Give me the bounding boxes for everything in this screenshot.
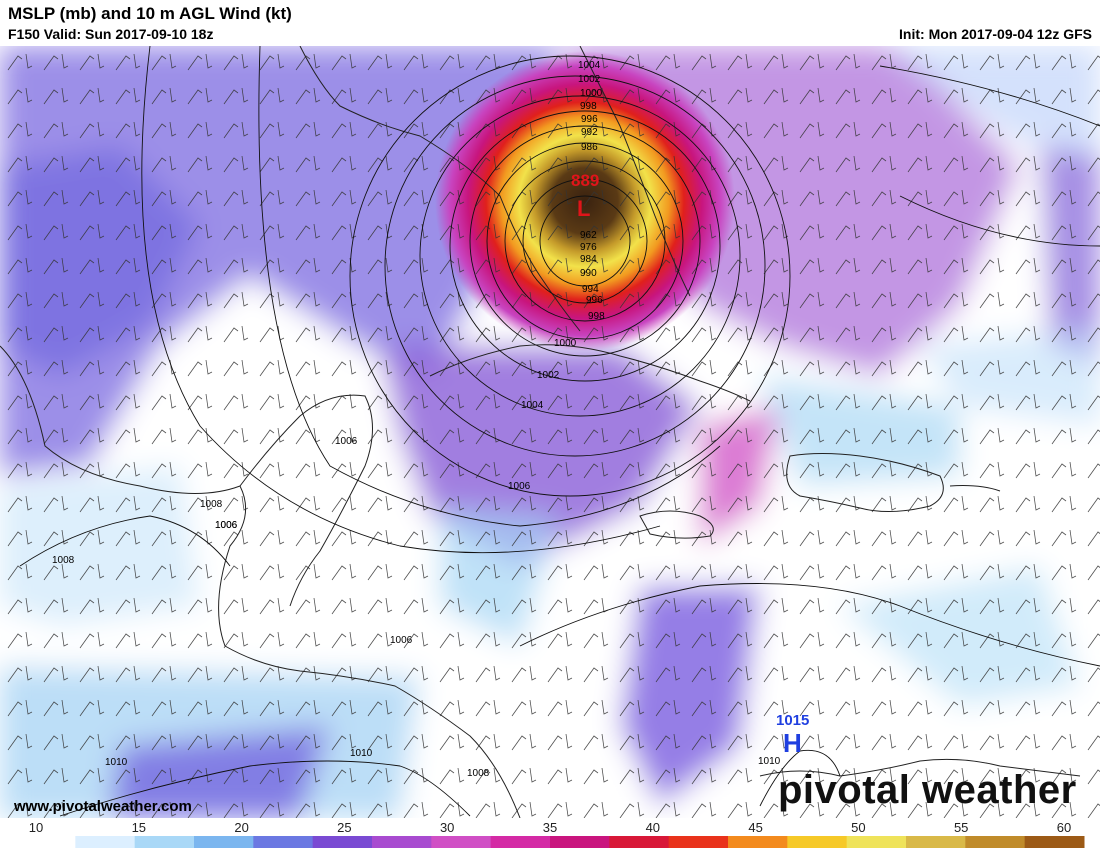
isobar-label: 992 xyxy=(581,127,598,138)
isobar-label: 996 xyxy=(586,295,603,306)
high-pressure-center: 1015 H xyxy=(776,712,809,758)
colorbar-tick-label: 60 xyxy=(1057,820,1071,835)
colorbar-swatch xyxy=(1024,836,1085,848)
isobar-label: 1002 xyxy=(537,370,560,381)
colorbar-swatch xyxy=(609,836,670,848)
wind-barbs xyxy=(0,46,1100,818)
colorbar-swatch xyxy=(431,836,492,848)
isobar-label: 1006 xyxy=(390,635,413,646)
colorbar-tick-label: 35 xyxy=(543,820,557,835)
map-title: MSLP (mb) and 10 m AGL Wind (kt) xyxy=(8,4,292,23)
colorbar-swatch xyxy=(372,836,432,848)
colorbar-swatches xyxy=(16,836,1085,848)
low-pressure-center: 889 L xyxy=(571,171,599,221)
isobar-label: 1010 xyxy=(350,748,373,759)
isobar-label: 1000 xyxy=(554,338,577,349)
isobar-label: 1008 xyxy=(52,555,75,566)
isobar-label: 996 xyxy=(581,114,598,125)
isobars xyxy=(19,46,1100,817)
colorbar-tick-label: 30 xyxy=(440,820,454,835)
colorbar-swatch xyxy=(490,836,551,848)
colorbar-tick-label: 10 xyxy=(29,820,43,835)
high-pressure-marker: H xyxy=(783,728,802,758)
isobar-label: 1004 xyxy=(578,60,601,71)
isobar-label: 998 xyxy=(580,101,597,112)
colorbar-swatch xyxy=(668,836,729,848)
colorbar-tick-label: 45 xyxy=(748,820,762,835)
map-canvas: 1004 1002 1000 998 996 992 986 962 976 9… xyxy=(0,46,1100,818)
isobar-label: 986 xyxy=(581,142,598,153)
colorbar-swatch xyxy=(906,836,966,848)
colorbar-swatch xyxy=(16,836,76,848)
isobar-label: 998 xyxy=(588,311,605,322)
colorbar-swatch xyxy=(312,836,373,848)
weather-map: 1004 1002 1000 998 996 992 986 962 976 9… xyxy=(0,46,1100,818)
colorbar-tick-label: 50 xyxy=(851,820,865,835)
colorbar-swatch xyxy=(965,836,1026,848)
isobar-label: 1008 xyxy=(200,499,223,510)
colorbar-swatch xyxy=(194,836,254,848)
colorbar-tick-label: 15 xyxy=(132,820,146,835)
colorbar-swatch xyxy=(134,836,195,848)
isobar-label: 962 xyxy=(580,230,597,241)
colorbar-ticks: 10 15 20 25 30 35 40 45 50 55 60 xyxy=(29,820,1071,835)
site-url: www.pivotalweather.com xyxy=(14,798,192,815)
low-pressure-value: 889 xyxy=(571,171,599,190)
colorbar-swatch xyxy=(846,836,907,848)
colorbar-tick-label: 40 xyxy=(646,820,660,835)
pivotal-weather-logo: pivotal weather xyxy=(778,768,1077,812)
colorbar-swatch xyxy=(550,836,610,848)
coastlines xyxy=(0,46,1081,818)
isobar-label: 1000 xyxy=(580,88,603,99)
colorbar-tick-label: 20 xyxy=(234,820,248,835)
colorbar: 10 15 20 25 30 35 40 45 50 55 60 xyxy=(0,818,1100,850)
isobar-label: 990 xyxy=(580,268,597,279)
header: MSLP (mb) and 10 m AGL Wind (kt) F150 Va… xyxy=(0,0,1100,46)
isobar-label: 1010 xyxy=(758,756,781,767)
colorbar-swatch xyxy=(253,836,314,848)
isobar-label: 976 xyxy=(580,242,597,253)
colorbar-swatch xyxy=(728,836,788,848)
isobar-label-group: 1004 1002 1000 998 996 992 986 962 976 9… xyxy=(52,60,781,779)
colorbar-swatch xyxy=(75,836,136,848)
colorbar-swatch xyxy=(787,836,848,848)
isobar-label: 1002 xyxy=(578,74,601,85)
isobar-label: 1006 xyxy=(215,520,238,531)
isobar-label: 994 xyxy=(582,284,599,295)
isobar-label: 1004 xyxy=(521,400,544,411)
colorbar-canvas: 10 15 20 25 30 35 40 45 50 55 60 xyxy=(16,820,1085,848)
isobar-label: 1006 xyxy=(335,436,358,447)
colorbar-tick-label: 25 xyxy=(337,820,351,835)
init-time: Init: Mon 2017-09-04 12z GFS xyxy=(899,26,1092,42)
valid-time: F150 Valid: Sun 2017-09-10 18z xyxy=(8,26,214,42)
isobar-label: 1010 xyxy=(105,757,128,768)
high-pressure-value: 1015 xyxy=(776,712,809,729)
low-pressure-marker: L xyxy=(577,196,590,221)
isobar-label: 1006 xyxy=(508,481,531,492)
colorbar-tick-label: 55 xyxy=(954,820,968,835)
isobar-label: 984 xyxy=(580,254,597,265)
isobar-label: 1008 xyxy=(467,768,490,779)
isobar-label: 1006 xyxy=(215,520,238,531)
